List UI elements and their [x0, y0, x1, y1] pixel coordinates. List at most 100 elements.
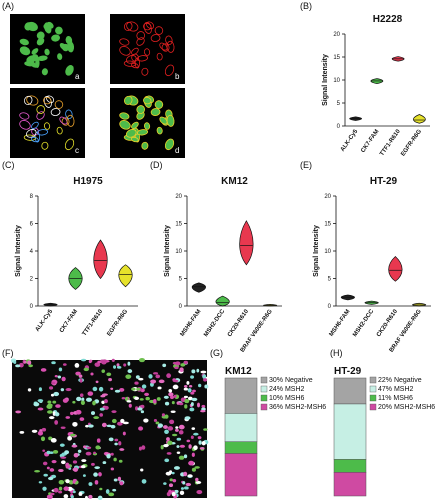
fluorescent-cell: [191, 452, 195, 457]
cell-nucleus: [41, 141, 49, 150]
fluorescent-cell: [120, 418, 125, 424]
bar-segment-msh2-msh6: [224, 453, 258, 497]
y-tick-label: 0: [337, 124, 341, 130]
fluorescent-cell: [93, 451, 96, 455]
cell-nucleus: [119, 38, 130, 46]
fluorescent-cell: [183, 454, 188, 459]
fluorescent-cell: [170, 395, 174, 400]
fluorescent-cell: [180, 487, 185, 490]
fluorescent-cell: [126, 400, 132, 403]
cell-nucleus: [156, 52, 163, 61]
fluorescent-cell: [63, 494, 69, 499]
fluorescent-cell: [135, 375, 140, 379]
y-tick-label: 20: [175, 194, 182, 200]
fluorescent-cell: [138, 446, 142, 451]
fluorescent-cell: [28, 364, 33, 368]
chart-title: HT-29: [370, 176, 398, 187]
fluorescent-cell: [108, 437, 114, 442]
fluorescent-cell: [80, 400, 85, 406]
fluorescent-cell: [85, 424, 89, 428]
fluorescent-cell: [197, 436, 202, 440]
cell-nucleus: [23, 134, 36, 141]
cell-nucleus: [131, 47, 139, 55]
fluorescent-cell: [70, 495, 74, 499]
fluorescent-cell: [194, 466, 200, 469]
legend-swatch: [260, 376, 268, 384]
fluorescent-cell: [165, 471, 172, 476]
fluorescent-cell: [170, 410, 176, 413]
bar-segment-msh2: [333, 403, 367, 460]
fluorescent-cell: [46, 450, 51, 455]
fluorescent-cell: [134, 381, 139, 385]
cell-nucleus: [64, 138, 75, 151]
fluorescent-cell: [197, 402, 200, 408]
fluorescent-cell: [174, 489, 179, 494]
fluorescent-cell: [139, 358, 145, 363]
fluorescent-cell: [160, 444, 164, 450]
fluorescent-cell: [94, 362, 101, 367]
fluorescent-cell: [41, 427, 47, 432]
fluorescent-cell: [185, 482, 192, 487]
fluorescent-cell: [145, 396, 150, 401]
fluorescent-cell: [190, 435, 194, 440]
fluorescent-cell: [108, 377, 112, 382]
fluorescent-cell: [92, 400, 96, 406]
fluorescent-cell: [61, 376, 66, 382]
microscopy-subpanel-label: b: [175, 72, 180, 81]
fluorescent-cell: [88, 494, 93, 499]
fluorescent-cell: [183, 471, 188, 477]
fluorescent-cell: [51, 459, 57, 464]
fluorescent-cell: [155, 421, 160, 425]
panel-label-g: (G): [210, 348, 223, 358]
cell-nucleus: [50, 108, 61, 116]
y-tick-label: 6: [30, 222, 34, 228]
fluorescent-cell: [176, 445, 180, 448]
y-tick-label: 15: [175, 222, 182, 228]
legend-label: 30% Negative: [269, 377, 313, 384]
fluorescent-cell: [99, 413, 104, 417]
cell-nucleus: [143, 96, 152, 105]
panel-label-f: (F): [2, 348, 14, 358]
fluorescent-cell: [178, 402, 184, 406]
fluorescent-cell: [93, 416, 100, 420]
fluorescent-cell: [179, 490, 185, 496]
legend-swatch: [369, 403, 377, 411]
fluorescent-cell: [187, 388, 192, 393]
fluorescent-cell: [38, 387, 42, 392]
y-axis-label: Signal Intensity: [313, 225, 320, 277]
stacked-bar-charts: KM12 30% Negative 24% MSH2 10% MSH6 36% MSH2…: [224, 366, 435, 497]
x-category-label: MSH6-FAM: [180, 309, 203, 338]
fluorescent-cell: [171, 491, 176, 497]
fluorescent-cell: [102, 461, 107, 465]
microscopy-subpanel-label: d: [175, 146, 179, 155]
fluorescent-cell: [190, 402, 194, 407]
fluorescent-cell: [139, 398, 144, 401]
fluorescent-cell: [80, 358, 87, 362]
fluorescent-cell: [118, 441, 122, 446]
fluorescent-cell: [164, 429, 169, 435]
x-category-label: CK20-R610: [376, 308, 399, 338]
fluorescent-cell: [27, 360, 32, 365]
cell-nucleus: [165, 35, 173, 45]
fluorescent-cell: [171, 401, 175, 405]
fluorescent-cell: [68, 480, 74, 485]
cell-nucleus: [154, 26, 164, 35]
fluorescent-cell: [57, 375, 62, 379]
cell-nucleus: [131, 121, 139, 129]
fluorescent-cell: [73, 452, 79, 458]
fluorescent-cell: [65, 416, 71, 419]
cell-nucleus: [36, 129, 49, 136]
fluorescent-cell: [136, 387, 141, 391]
cell-nucleus: [136, 55, 149, 62]
fluorescent-cell: [121, 396, 126, 400]
fluorescent-cell: [191, 467, 197, 472]
fluorescent-cell: [113, 478, 118, 482]
fluorescent-cell: [65, 387, 72, 392]
x-category-label: MSH2-DCC: [352, 308, 375, 338]
cell-nucleus: [41, 68, 48, 76]
fluorescent-cell: [37, 430, 44, 436]
microscopy-grid: a b c d: [10, 14, 185, 158]
fluorescent-cell: [51, 381, 56, 385]
fluorescent-cell: [195, 481, 202, 484]
fluorescent-cell: [138, 377, 144, 381]
